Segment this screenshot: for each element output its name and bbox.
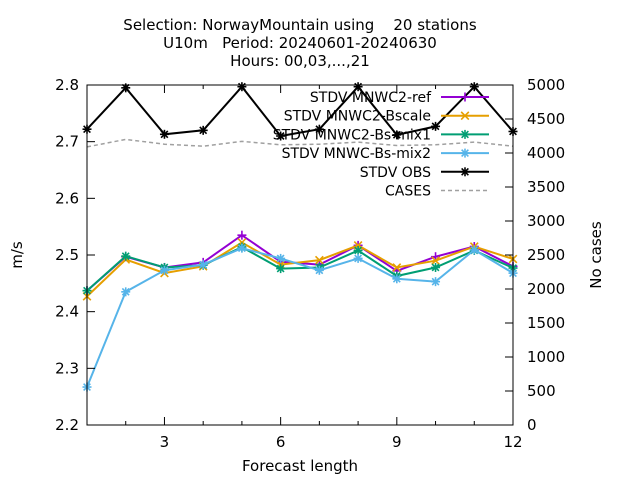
y-tick-label: 2.3 <box>55 359 79 377</box>
y2-tick-label: 2500 <box>527 246 565 264</box>
data-point <box>159 265 169 275</box>
series-line <box>86 138 514 148</box>
y2-tick-label: 5000 <box>527 76 565 94</box>
data-point <box>469 245 479 255</box>
y2-tick-label: 1000 <box>527 348 565 366</box>
legend-label: STDV MNWC2-Bscale <box>284 109 431 125</box>
x-tick-label: 12 <box>503 433 522 451</box>
legend-label: STDV OBS <box>360 165 431 181</box>
data-point <box>431 262 441 272</box>
data-point <box>392 274 402 284</box>
data-point <box>460 129 470 139</box>
data-point <box>460 148 470 158</box>
y2-tick-label: 3000 <box>527 212 565 230</box>
x-tick-label: 6 <box>276 433 286 451</box>
title-line: U10m Period: 20240601-20240630 <box>163 34 437 52</box>
y-axis-label: m/s <box>8 241 26 269</box>
data-point <box>314 265 324 275</box>
data-point <box>392 263 402 272</box>
legend-item: CASES <box>385 184 489 200</box>
legend-item: STDV MNWC2-Bs-mix1 <box>273 127 489 143</box>
y2-tick-label: 1500 <box>527 314 565 332</box>
y-tick-label: 2.2 <box>55 416 79 434</box>
data-point <box>237 230 247 240</box>
y2-tick-label: 500 <box>527 382 556 400</box>
data-point <box>431 121 441 131</box>
y2-tick-label: 3500 <box>527 178 565 196</box>
legend-item: STDV OBS <box>360 165 489 181</box>
data-point <box>353 253 363 263</box>
y-tick-label: 2.7 <box>55 133 79 151</box>
data-point <box>314 255 324 265</box>
series-stdv-mnwc-bs-mix2 <box>82 243 518 392</box>
data-point <box>353 245 363 255</box>
data-point <box>460 92 470 102</box>
legend-label: STDV MNWC-Bs-mix2 <box>282 146 431 162</box>
data-point <box>276 264 286 274</box>
data-point <box>276 131 286 141</box>
x-tick-label: 9 <box>392 433 402 451</box>
data-point <box>392 130 402 140</box>
data-point <box>314 124 324 134</box>
axis-ticks: 2.2 2.3 2.4 2.5 2.6 2.7 2.8 0 500 1000 1500 2000 250… <box>55 76 565 451</box>
y2-tick-label: 4000 <box>527 144 565 162</box>
x-axis-label: Forecast length <box>242 457 358 475</box>
legend-label: STDV MNWC2-Bs-mix1 <box>273 127 431 143</box>
data-point <box>431 277 441 287</box>
y2-tick-label: 0 <box>527 416 537 434</box>
title-line: Selection: NorwayMountain using 20 stati… <box>123 16 477 34</box>
legend-item: STDV MNWC2-ref <box>310 90 489 106</box>
data-point <box>460 167 470 177</box>
data-point <box>460 111 470 121</box>
data-point <box>276 253 286 263</box>
legend-item: STDV MNWC-Bs-mix2 <box>282 146 489 162</box>
legend-item: STDV MNWC2-Bscale <box>284 109 489 125</box>
series-line <box>86 247 514 388</box>
chart-title: Selection: NorwayMountain using 20 stati… <box>123 16 477 70</box>
y-tick-label: 2.5 <box>55 246 79 264</box>
data-point <box>198 260 208 270</box>
series-line <box>86 245 514 292</box>
series-cases <box>86 138 514 148</box>
legend-label: STDV MNWC2-ref <box>310 90 432 106</box>
y2-tick-label: 4500 <box>527 110 565 128</box>
legend: STDV MNWC2-ref STDV MNWC2-Bscale STDV MNWC… <box>273 90 489 200</box>
plot-series <box>82 82 518 392</box>
series-line <box>86 241 514 298</box>
data-point <box>431 256 440 266</box>
title-line: Hours: 00,03,...,21 <box>230 52 370 70</box>
legend-label: CASES <box>385 184 431 200</box>
data-point <box>237 243 247 253</box>
series-line <box>86 85 514 138</box>
data-point <box>121 251 131 261</box>
y-tick-label: 2.4 <box>55 303 79 321</box>
y-tick-label: 2.8 <box>55 76 79 94</box>
data-point <box>198 125 208 135</box>
axis-labels: Forecast length m/s No cases <box>8 221 605 475</box>
y2-tick-label: 2000 <box>527 280 565 298</box>
data-point <box>121 287 131 297</box>
x-tick-label: 3 <box>160 433 170 451</box>
y-tick-label: 2.6 <box>55 189 79 207</box>
data-point <box>159 129 169 139</box>
y2-axis-label: No cases <box>587 221 605 289</box>
